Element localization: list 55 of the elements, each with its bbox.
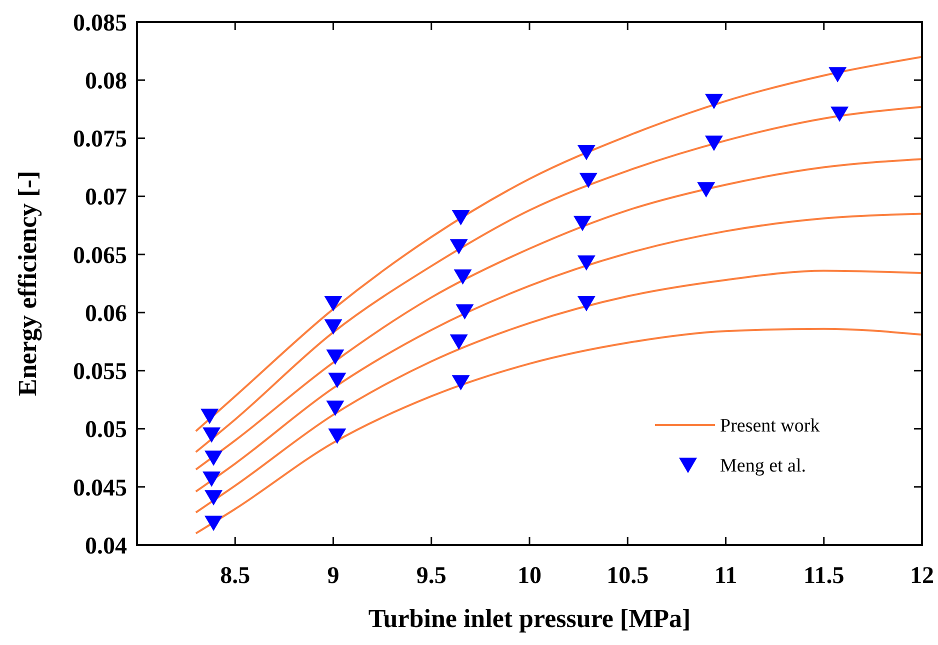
- point: [456, 304, 474, 320]
- point: [450, 334, 468, 350]
- point: [326, 350, 344, 365]
- line-series: [194, 270, 922, 514]
- x-tick-label: 12: [910, 563, 934, 589]
- line-series: [194, 328, 922, 534]
- x-axis-title: Turbine inlet pressure [MPa]: [368, 604, 691, 633]
- point: [454, 269, 472, 285]
- line-series: [194, 212, 922, 493]
- x-tick-label: 8.5: [220, 563, 250, 589]
- y-tick-label: 0.055: [73, 359, 127, 386]
- point: [204, 516, 223, 532]
- y-tick-label: 0.05: [85, 417, 127, 444]
- point: [324, 319, 342, 335]
- point: [204, 490, 223, 506]
- point: [452, 375, 470, 390]
- y-axis-title: Energy efficiency [-]: [13, 170, 42, 396]
- legend-label: Present work: [720, 416, 820, 437]
- line-series: [194, 56, 922, 432]
- point: [704, 94, 723, 110]
- point: [328, 428, 346, 444]
- y-tick-label: 0.065: [73, 242, 127, 269]
- point: [202, 472, 221, 487]
- legend-label: Meng et al.: [720, 456, 806, 477]
- point: [204, 450, 223, 466]
- y-tick-label: 0.04: [85, 533, 127, 560]
- x-tick-label: 10.5: [606, 563, 649, 589]
- x-tick-label: 11.5: [804, 563, 844, 589]
- x-tick-label: 10: [518, 563, 542, 589]
- point: [200, 408, 219, 424]
- point: [577, 255, 596, 271]
- x-tick-label: 11: [714, 563, 738, 589]
- point: [452, 210, 470, 226]
- point: [202, 427, 221, 443]
- line-series: [194, 106, 922, 454]
- point: [704, 136, 723, 151]
- y-tick-label: 0.075: [73, 126, 127, 153]
- x-tick-label: 9.5: [416, 563, 446, 589]
- y-tick-label: 0.07: [85, 184, 127, 211]
- point: [328, 372, 346, 388]
- point: [324, 296, 342, 312]
- y-tick-label: 0.06: [85, 300, 127, 327]
- point: [326, 400, 344, 416]
- point: [830, 106, 849, 122]
- point: [579, 172, 598, 188]
- point: [450, 239, 468, 254]
- point: [577, 144, 596, 160]
- y-tick-label: 0.085: [73, 10, 127, 36]
- point: [577, 296, 596, 312]
- x-tick-label: 9: [327, 563, 340, 589]
- y-tick-label: 0.045: [73, 475, 127, 502]
- point: [573, 216, 592, 232]
- point: [697, 182, 716, 198]
- y-tick-label: 0.08: [85, 68, 127, 95]
- point: [828, 67, 847, 82]
